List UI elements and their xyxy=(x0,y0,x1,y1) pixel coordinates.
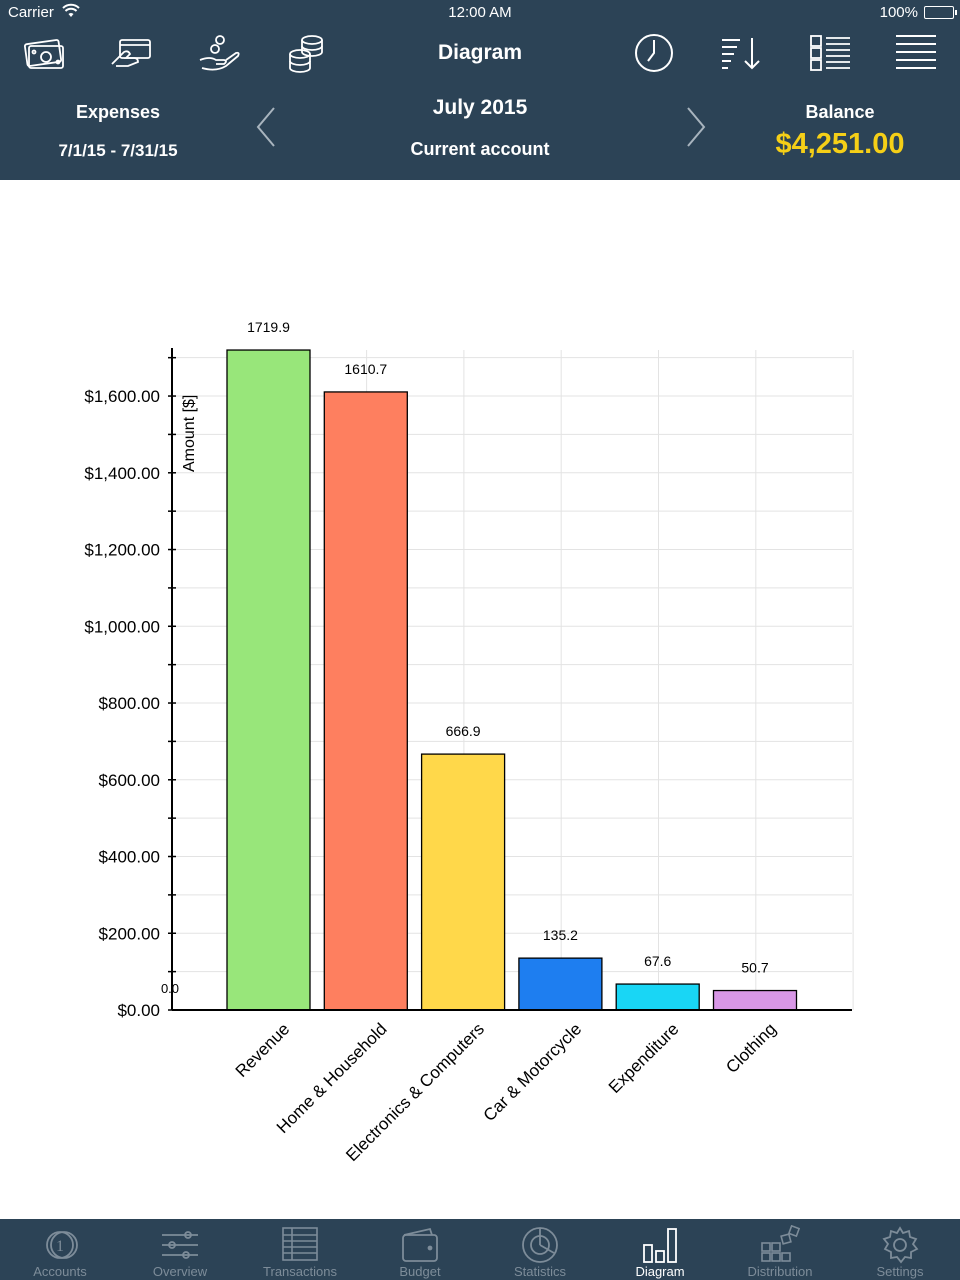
bar-chart: $0.00 $200.00 $400.00 $600.00 $800.00 $1,000.… xyxy=(84,319,854,1165)
bar-value-label: 67.6 xyxy=(644,953,671,969)
bar-6 xyxy=(712,989,798,1011)
tab-label: Diagram xyxy=(635,1264,685,1279)
bar-value-label: 1719.9 xyxy=(247,319,290,335)
bar-chart-icon xyxy=(643,1228,677,1263)
income-hand-icon[interactable] xyxy=(196,30,244,76)
page-title: Diagram xyxy=(437,41,523,64)
bar-value-label: 1610.7 xyxy=(344,361,387,377)
tab-transactions[interactable]: Transactions xyxy=(240,1219,360,1280)
period-label: July 2015 xyxy=(432,96,528,119)
battery-percent: 100% xyxy=(879,4,918,21)
tab-label: Distribution xyxy=(747,1264,813,1279)
y-tick-label: $400.00 xyxy=(99,848,160,867)
bar-1 xyxy=(226,349,311,1011)
ledger-icon xyxy=(282,1227,318,1261)
date-range-label: 7/1/15 - 7/31/15 xyxy=(58,141,178,160)
y-tick-label: $1,400.00 xyxy=(84,464,160,483)
tab-label: Budget xyxy=(399,1264,441,1279)
y-tick-label: $0.00 xyxy=(117,1001,160,1020)
menu-icon[interactable] xyxy=(892,30,940,76)
tab-label: Statistics xyxy=(513,1264,566,1279)
x-category-label: Car & Motorcycle xyxy=(480,1019,586,1125)
tab-statistics[interactable]: Statistics xyxy=(480,1219,600,1280)
x-category-label: Revenue xyxy=(232,1019,294,1081)
x-category-label: Clothing xyxy=(722,1019,780,1077)
x-category-label: Expenditure xyxy=(605,1019,683,1097)
app-header: Carrier 12:00 AM 100% Diagram Expenses 7… xyxy=(0,0,960,180)
chevron-left-icon xyxy=(256,107,275,147)
bar-5 xyxy=(615,983,700,1011)
sliders-icon xyxy=(162,1231,198,1259)
pie-chart-icon xyxy=(522,1227,558,1263)
y-tick-label: $600.00 xyxy=(99,771,160,790)
tab-bar: 1 Accounts Overview Transactions Budget Stati… xyxy=(0,1219,960,1280)
card-payment-icon[interactable] xyxy=(108,30,156,76)
coins-stack-icon[interactable] xyxy=(282,30,330,76)
gear-icon xyxy=(882,1226,919,1264)
tab-settings[interactable]: Settings xyxy=(840,1219,960,1280)
battery-icon xyxy=(924,6,957,19)
chevron-right-icon xyxy=(687,107,706,147)
distribution-grid-icon xyxy=(761,1225,800,1262)
carrier-label: Carrier xyxy=(8,4,54,21)
status-bar: Carrier 12:00 AM 100% xyxy=(0,0,960,26)
account-label: Current account xyxy=(410,139,550,159)
bar-2 xyxy=(323,391,408,1011)
y-tick-label: $1,000.00 xyxy=(84,617,160,636)
cash-icon[interactable] xyxy=(20,30,68,76)
coin-icon: 1 xyxy=(46,1231,78,1259)
y-tick-label: $800.00 xyxy=(99,694,160,713)
bar-value-label: 135.2 xyxy=(543,927,578,943)
tab-overview[interactable]: Overview xyxy=(120,1219,240,1280)
tab-label: Transactions xyxy=(263,1264,337,1279)
balance-title: Balance xyxy=(805,102,875,122)
clock-icon[interactable] xyxy=(630,30,678,76)
y-axis-title: Amount [$] xyxy=(181,395,198,472)
tab-budget[interactable]: Budget xyxy=(360,1219,480,1280)
wallet-icon xyxy=(402,1227,438,1262)
balance-value: $4,251.00 xyxy=(775,128,905,160)
bar-value-label: 50.7 xyxy=(741,960,768,976)
tab-distribution[interactable]: Distribution xyxy=(720,1219,840,1280)
x-category-label: Home & Household xyxy=(273,1019,391,1137)
clock-time: 12:00 AM xyxy=(448,4,512,21)
tab-accounts[interactable]: 1 Accounts xyxy=(0,1219,120,1280)
tab-label: Settings xyxy=(876,1264,924,1279)
y-tick-label: $200.00 xyxy=(99,924,160,943)
previous-period-button[interactable] xyxy=(252,104,282,150)
sort-icon[interactable] xyxy=(718,30,766,76)
bar-4 xyxy=(518,957,603,1011)
svg-text:1: 1 xyxy=(56,1238,64,1255)
origin-label: 0.0 xyxy=(161,981,179,996)
bar-3 xyxy=(420,753,506,1011)
bar-value-label: 666.9 xyxy=(446,723,481,739)
wifi-icon xyxy=(62,3,80,23)
y-tick-label: $1,600.00 xyxy=(84,387,160,406)
y-tick-label: $1,200.00 xyxy=(84,541,160,560)
next-period-button[interactable] xyxy=(680,104,710,150)
tab-diagram[interactable]: Diagram xyxy=(600,1219,720,1280)
report-list-icon[interactable] xyxy=(806,30,854,76)
tab-label: Accounts xyxy=(33,1264,87,1279)
tab-label: Overview xyxy=(152,1264,208,1279)
report-type-label: Expenses xyxy=(75,102,161,122)
